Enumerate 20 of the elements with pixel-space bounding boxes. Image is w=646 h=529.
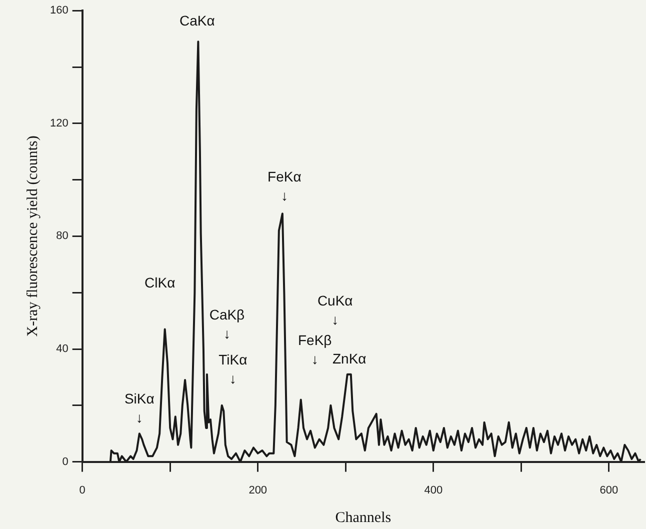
x-axis-title: Channels xyxy=(335,510,392,526)
annotation: SiKα ↓ xyxy=(124,390,154,426)
x-tick-label: 400 xyxy=(424,484,443,496)
y-tick-label: 0 xyxy=(62,456,68,468)
annotation: FeKβ ↓ xyxy=(298,332,332,367)
annotation: FeKα ↓ xyxy=(268,168,302,204)
x-tick-label: 200 xyxy=(248,484,268,496)
annotation: CaKβ ↓ xyxy=(209,306,245,342)
y-tick-label: 80 xyxy=(56,230,68,242)
annotation: ClKα xyxy=(144,274,176,290)
x-tick-label: 600 xyxy=(600,484,618,496)
annotation: CuKα ↓ xyxy=(317,292,353,328)
y-tick-label: 120 xyxy=(50,117,68,130)
y-axis-title: X-ray fluorescence yield (counts) xyxy=(24,136,41,337)
y-tick-label: 160 xyxy=(50,4,68,17)
annotation: CaKα xyxy=(180,12,215,29)
annotation: ZnKα xyxy=(332,350,366,366)
x-tick-label: 0 xyxy=(79,484,86,496)
annotation: TiKα ↓ xyxy=(218,351,248,386)
y-tick-label: 40 xyxy=(56,343,68,356)
